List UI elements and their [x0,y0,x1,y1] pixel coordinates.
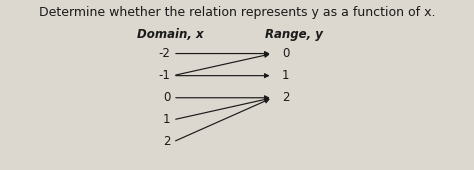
Text: -1: -1 [159,69,171,82]
Text: -2: -2 [159,47,171,60]
Text: 0: 0 [163,91,171,104]
Text: 2: 2 [282,91,290,104]
Text: Range, y: Range, y [265,28,323,41]
Text: Domain, x: Domain, x [137,28,204,41]
Text: 1: 1 [163,113,171,126]
Text: 1: 1 [282,69,290,82]
Text: 0: 0 [282,47,290,60]
Text: 2: 2 [163,135,171,148]
Text: Determine whether the relation represents y as a function of x.: Determine whether the relation represent… [39,6,435,19]
